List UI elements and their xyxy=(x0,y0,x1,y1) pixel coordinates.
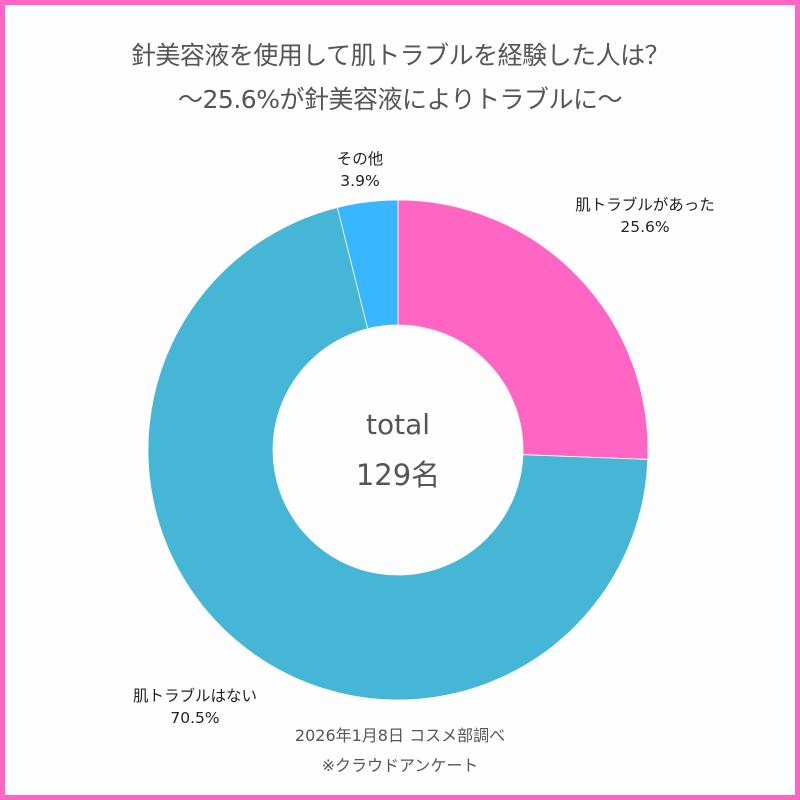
label-none-name: 肌トラブルはない xyxy=(132,687,257,705)
survey-note: ※クラウドアンケート xyxy=(321,756,479,775)
label-trouble: 肌トラブルがあった 25.6% xyxy=(530,194,760,238)
center-total-value: 129名 xyxy=(355,458,441,492)
center-total-label: total xyxy=(365,408,431,441)
slice-none xyxy=(147,206,649,701)
chart-subtitle: 〜25.6%が針美容液によりトラブルに〜 xyxy=(178,85,622,114)
label-other-pct: 3.9% xyxy=(340,172,380,190)
chart-title: 針美容液を使用して肌トラブルを経験した人は？ xyxy=(130,41,670,70)
label-trouble-name: 肌トラブルがあった xyxy=(575,196,715,214)
label-trouble-pct: 25.6% xyxy=(620,218,670,236)
source-note: 2026年1月8日 コスメ部調べ xyxy=(294,726,506,745)
label-other: その他 3.9% xyxy=(300,148,420,192)
label-other-name: その他 xyxy=(336,150,384,168)
slice-trouble xyxy=(397,199,649,460)
label-none: 肌トラブルはない 70.5% xyxy=(90,685,300,729)
label-none-pct: 70.5% xyxy=(170,709,220,727)
slice-other xyxy=(336,199,399,330)
